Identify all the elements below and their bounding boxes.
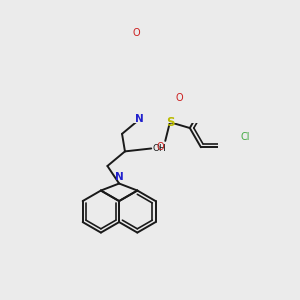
Text: O: O [157,142,164,152]
Text: Cl: Cl [241,132,250,142]
Text: N: N [115,172,124,182]
Text: S: S [166,116,174,129]
Text: OH: OH [152,144,166,153]
Text: O: O [176,93,183,103]
Text: N: N [135,114,144,124]
Text: O: O [133,28,140,38]
